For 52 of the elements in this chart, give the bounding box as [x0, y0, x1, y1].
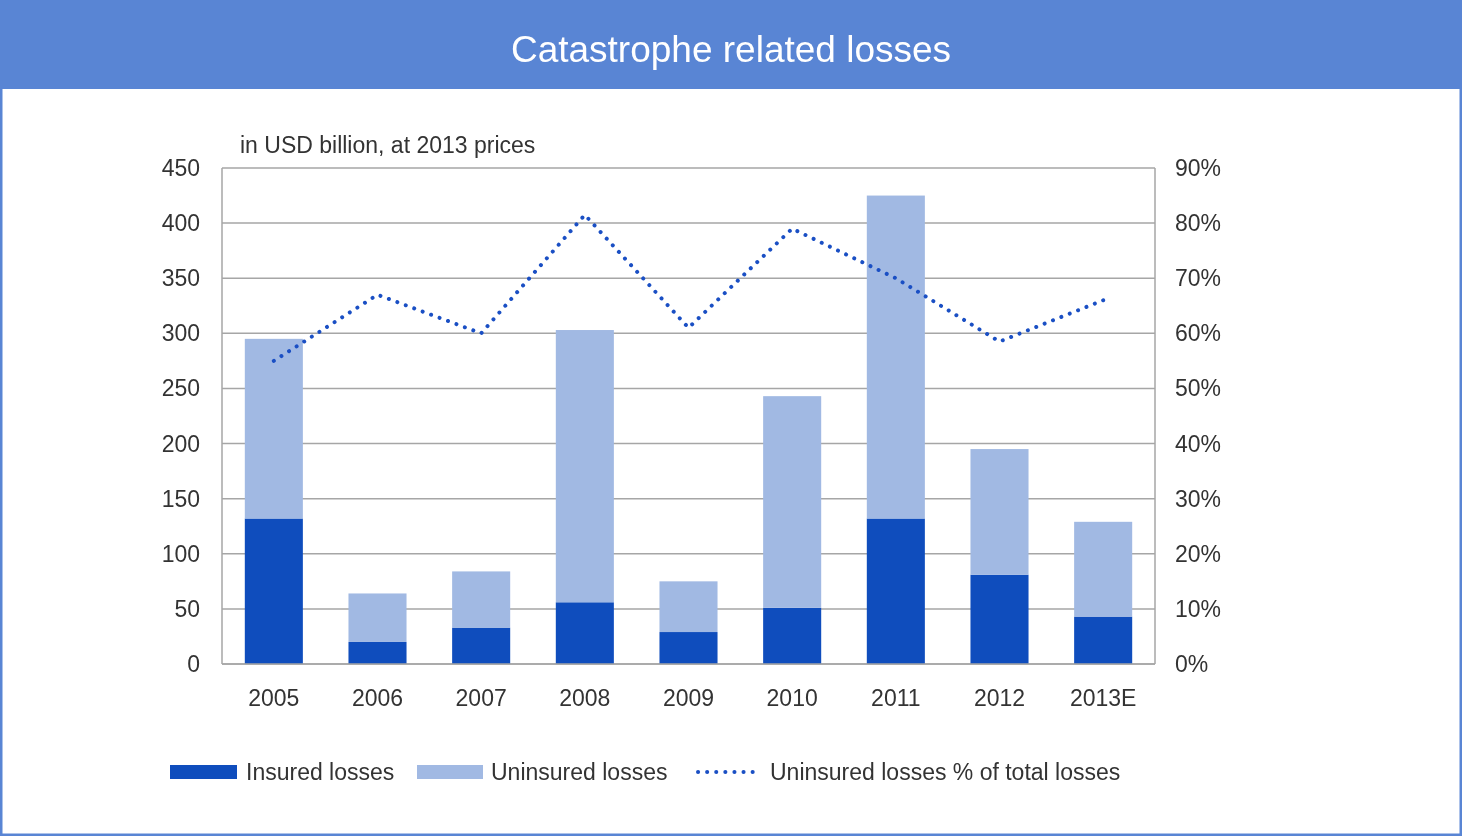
bar	[763, 607, 822, 664]
x-tick-label: 2008	[559, 685, 611, 711]
bar	[348, 641, 407, 664]
y-tick-label: 50	[174, 595, 200, 622]
y-tick-label: 400	[161, 210, 200, 237]
x-tick-label: 2011	[871, 685, 921, 711]
y2-tick-label: 30%	[1175, 485, 1222, 512]
y-tick-label: 200	[161, 430, 200, 457]
legend-label: Uninsured losses	[491, 759, 668, 785]
x-tick-label: 2006	[351, 685, 404, 711]
y2-tick-label: 0%	[1175, 651, 1209, 677]
y-tick-label: 150	[161, 485, 200, 512]
bar	[659, 581, 718, 633]
y-tick-label: 100	[161, 540, 200, 567]
bar	[1074, 521, 1133, 617]
x-tick-label: 2007	[455, 685, 507, 711]
chart-title: Catastrophe related losses	[510, 29, 952, 70]
bar	[555, 330, 614, 603]
bar	[866, 195, 925, 519]
bar	[970, 449, 1029, 575]
legend-label: Uninsured losses % of total losses	[770, 759, 1121, 785]
bar	[555, 602, 614, 664]
bar	[970, 574, 1029, 664]
legend-label: Insured losses	[246, 759, 395, 785]
x-tick-label: 2013E	[1069, 685, 1137, 711]
x-tick-label: 2009	[662, 685, 715, 711]
bar	[244, 338, 303, 519]
bar	[348, 593, 407, 642]
y-tick-label: 300	[161, 320, 200, 347]
bar	[452, 571, 511, 628]
x-tick-label: 2010	[766, 685, 818, 711]
y2-tick-label: 90%	[1175, 155, 1222, 181]
y2-tick-label: 50%	[1175, 375, 1222, 402]
y-tick-label: 350	[161, 265, 200, 292]
y2-tick-label: 60%	[1175, 320, 1222, 347]
bar	[866, 518, 925, 664]
y2-tick-label: 20%	[1175, 540, 1222, 567]
y-tick-label: 250	[161, 375, 200, 402]
bar	[659, 632, 718, 664]
y-tick-label: 450	[161, 155, 200, 181]
x-tick-label: 2012	[973, 685, 1026, 711]
y-tick-label: 0	[187, 651, 200, 677]
y-axis-title: in USD billion, at 2013 prices	[240, 132, 536, 158]
y2-tick-label: 10%	[1175, 595, 1222, 622]
y2-tick-label: 40%	[1175, 430, 1222, 457]
x-tick-label: 2005	[248, 685, 300, 711]
bar	[452, 627, 511, 664]
bar	[244, 518, 303, 664]
bar	[763, 396, 822, 608]
y2-tick-label: 80%	[1175, 210, 1222, 237]
bar	[1074, 616, 1133, 664]
y2-tick-label: 70%	[1175, 265, 1222, 292]
